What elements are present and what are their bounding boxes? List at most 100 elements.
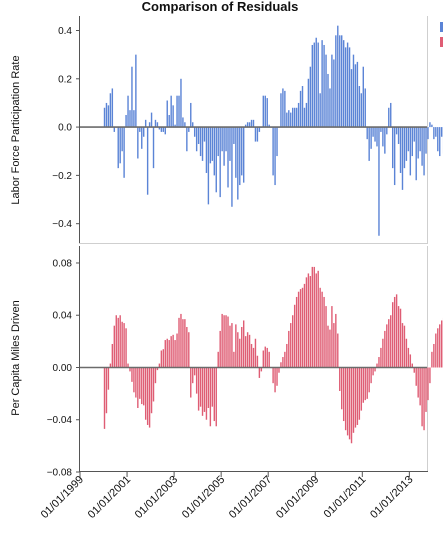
top-bar <box>178 95 180 128</box>
top-bar <box>321 40 323 128</box>
bottom-bar <box>207 367 210 408</box>
bottom-bar <box>252 347 255 368</box>
top-bar <box>425 127 427 154</box>
top-bar <box>227 127 229 188</box>
top-bar <box>391 127 394 169</box>
top-bar <box>399 127 402 173</box>
top-bar <box>252 119 255 128</box>
bottom-bar <box>129 367 131 372</box>
bottom-bar <box>125 328 127 368</box>
bottom-bar <box>350 367 353 444</box>
bottom-bar <box>366 367 368 399</box>
top-bar <box>409 127 412 176</box>
bottom-bar <box>209 367 212 427</box>
top-bar <box>299 90 302 128</box>
top-bar <box>170 95 172 128</box>
top-bar <box>329 88 331 128</box>
bottom-bar <box>380 347 382 368</box>
bottom-bar <box>188 332 190 368</box>
top-bar <box>150 112 153 128</box>
bottom-bar <box>284 351 286 368</box>
bottom-bar <box>250 343 253 368</box>
bottom-bar <box>292 315 294 368</box>
bottom-bar <box>152 367 155 402</box>
bottom-bar <box>146 367 149 425</box>
top-bar <box>254 127 257 142</box>
top-bar <box>215 127 217 193</box>
top-bar <box>160 127 163 132</box>
bottom-bar <box>401 323 404 368</box>
top-bar <box>380 127 382 132</box>
bottom-bar <box>390 315 392 368</box>
bottom-bar <box>346 367 349 436</box>
bottom-bar <box>299 289 302 368</box>
top-bar <box>362 66 364 128</box>
top-bar <box>117 127 119 169</box>
top-y-ticks: 0.4 0.2 0.0 −0.2 −0.4 <box>52 26 80 230</box>
bottom-bar <box>323 296 325 368</box>
top-bar <box>266 98 268 128</box>
bottom-bar <box>293 304 296 368</box>
bottom-bar <box>288 330 290 368</box>
bottom-bar <box>305 277 308 368</box>
top-bar <box>309 66 312 128</box>
bottom-bar <box>384 330 386 368</box>
bottom-y-axis-label: Per Capita Miles Driven <box>10 300 22 416</box>
top-bar <box>201 127 204 161</box>
top-bar <box>303 107 306 128</box>
bottom-bar <box>309 276 312 368</box>
top-bar <box>327 73 329 128</box>
bottom-y-tick-label: −0.08 <box>47 468 73 479</box>
top-bar <box>184 122 186 128</box>
bottom-bar <box>295 296 298 368</box>
top-bar <box>352 54 355 128</box>
top-bar <box>313 42 315 128</box>
top-bar <box>125 115 127 128</box>
bottom-bar <box>391 302 394 368</box>
bottom-bar <box>274 367 276 393</box>
bottom-bar <box>348 367 351 440</box>
top-bar <box>262 95 265 128</box>
top-bar <box>154 119 157 128</box>
top-bar <box>413 127 415 142</box>
top-bar <box>427 127 429 140</box>
bottom-bar <box>143 367 145 406</box>
top-bar <box>305 102 308 128</box>
top-y-tick-label: −0.2 <box>52 171 72 182</box>
bottom-bar <box>123 323 125 368</box>
top-bar <box>172 105 174 128</box>
top-bar <box>286 112 288 128</box>
bottom-bar <box>242 320 245 368</box>
top-bar <box>111 88 114 128</box>
top-bar <box>176 95 178 128</box>
top-bar <box>221 127 223 152</box>
bottom-bar <box>290 323 292 368</box>
top-bar <box>435 127 437 137</box>
bottom-bar <box>307 273 310 368</box>
top-bar <box>211 127 214 161</box>
top-bar <box>301 86 304 128</box>
top-bar <box>372 127 374 137</box>
bottom-bar <box>233 351 235 368</box>
top-bar <box>403 127 406 169</box>
bottom-bar <box>254 338 257 368</box>
top-bar <box>274 127 276 186</box>
bottom-bar <box>382 338 384 368</box>
top-bar <box>143 127 145 137</box>
bottom-bar <box>315 273 317 368</box>
top-bar <box>290 112 292 128</box>
top-bar <box>323 44 325 128</box>
top-bar <box>144 119 147 128</box>
bottom-bar <box>397 306 400 368</box>
top-bar <box>131 66 133 128</box>
legend-swatch-blue <box>440 22 443 32</box>
top-bar <box>217 127 219 157</box>
bottom-bar <box>421 367 423 427</box>
top-bar <box>335 35 337 128</box>
bottom-bar <box>403 325 406 368</box>
bottom-bar <box>225 315 227 368</box>
bottom-bar <box>184 319 186 368</box>
bottom-bar <box>423 367 425 431</box>
top-bar <box>393 127 396 186</box>
